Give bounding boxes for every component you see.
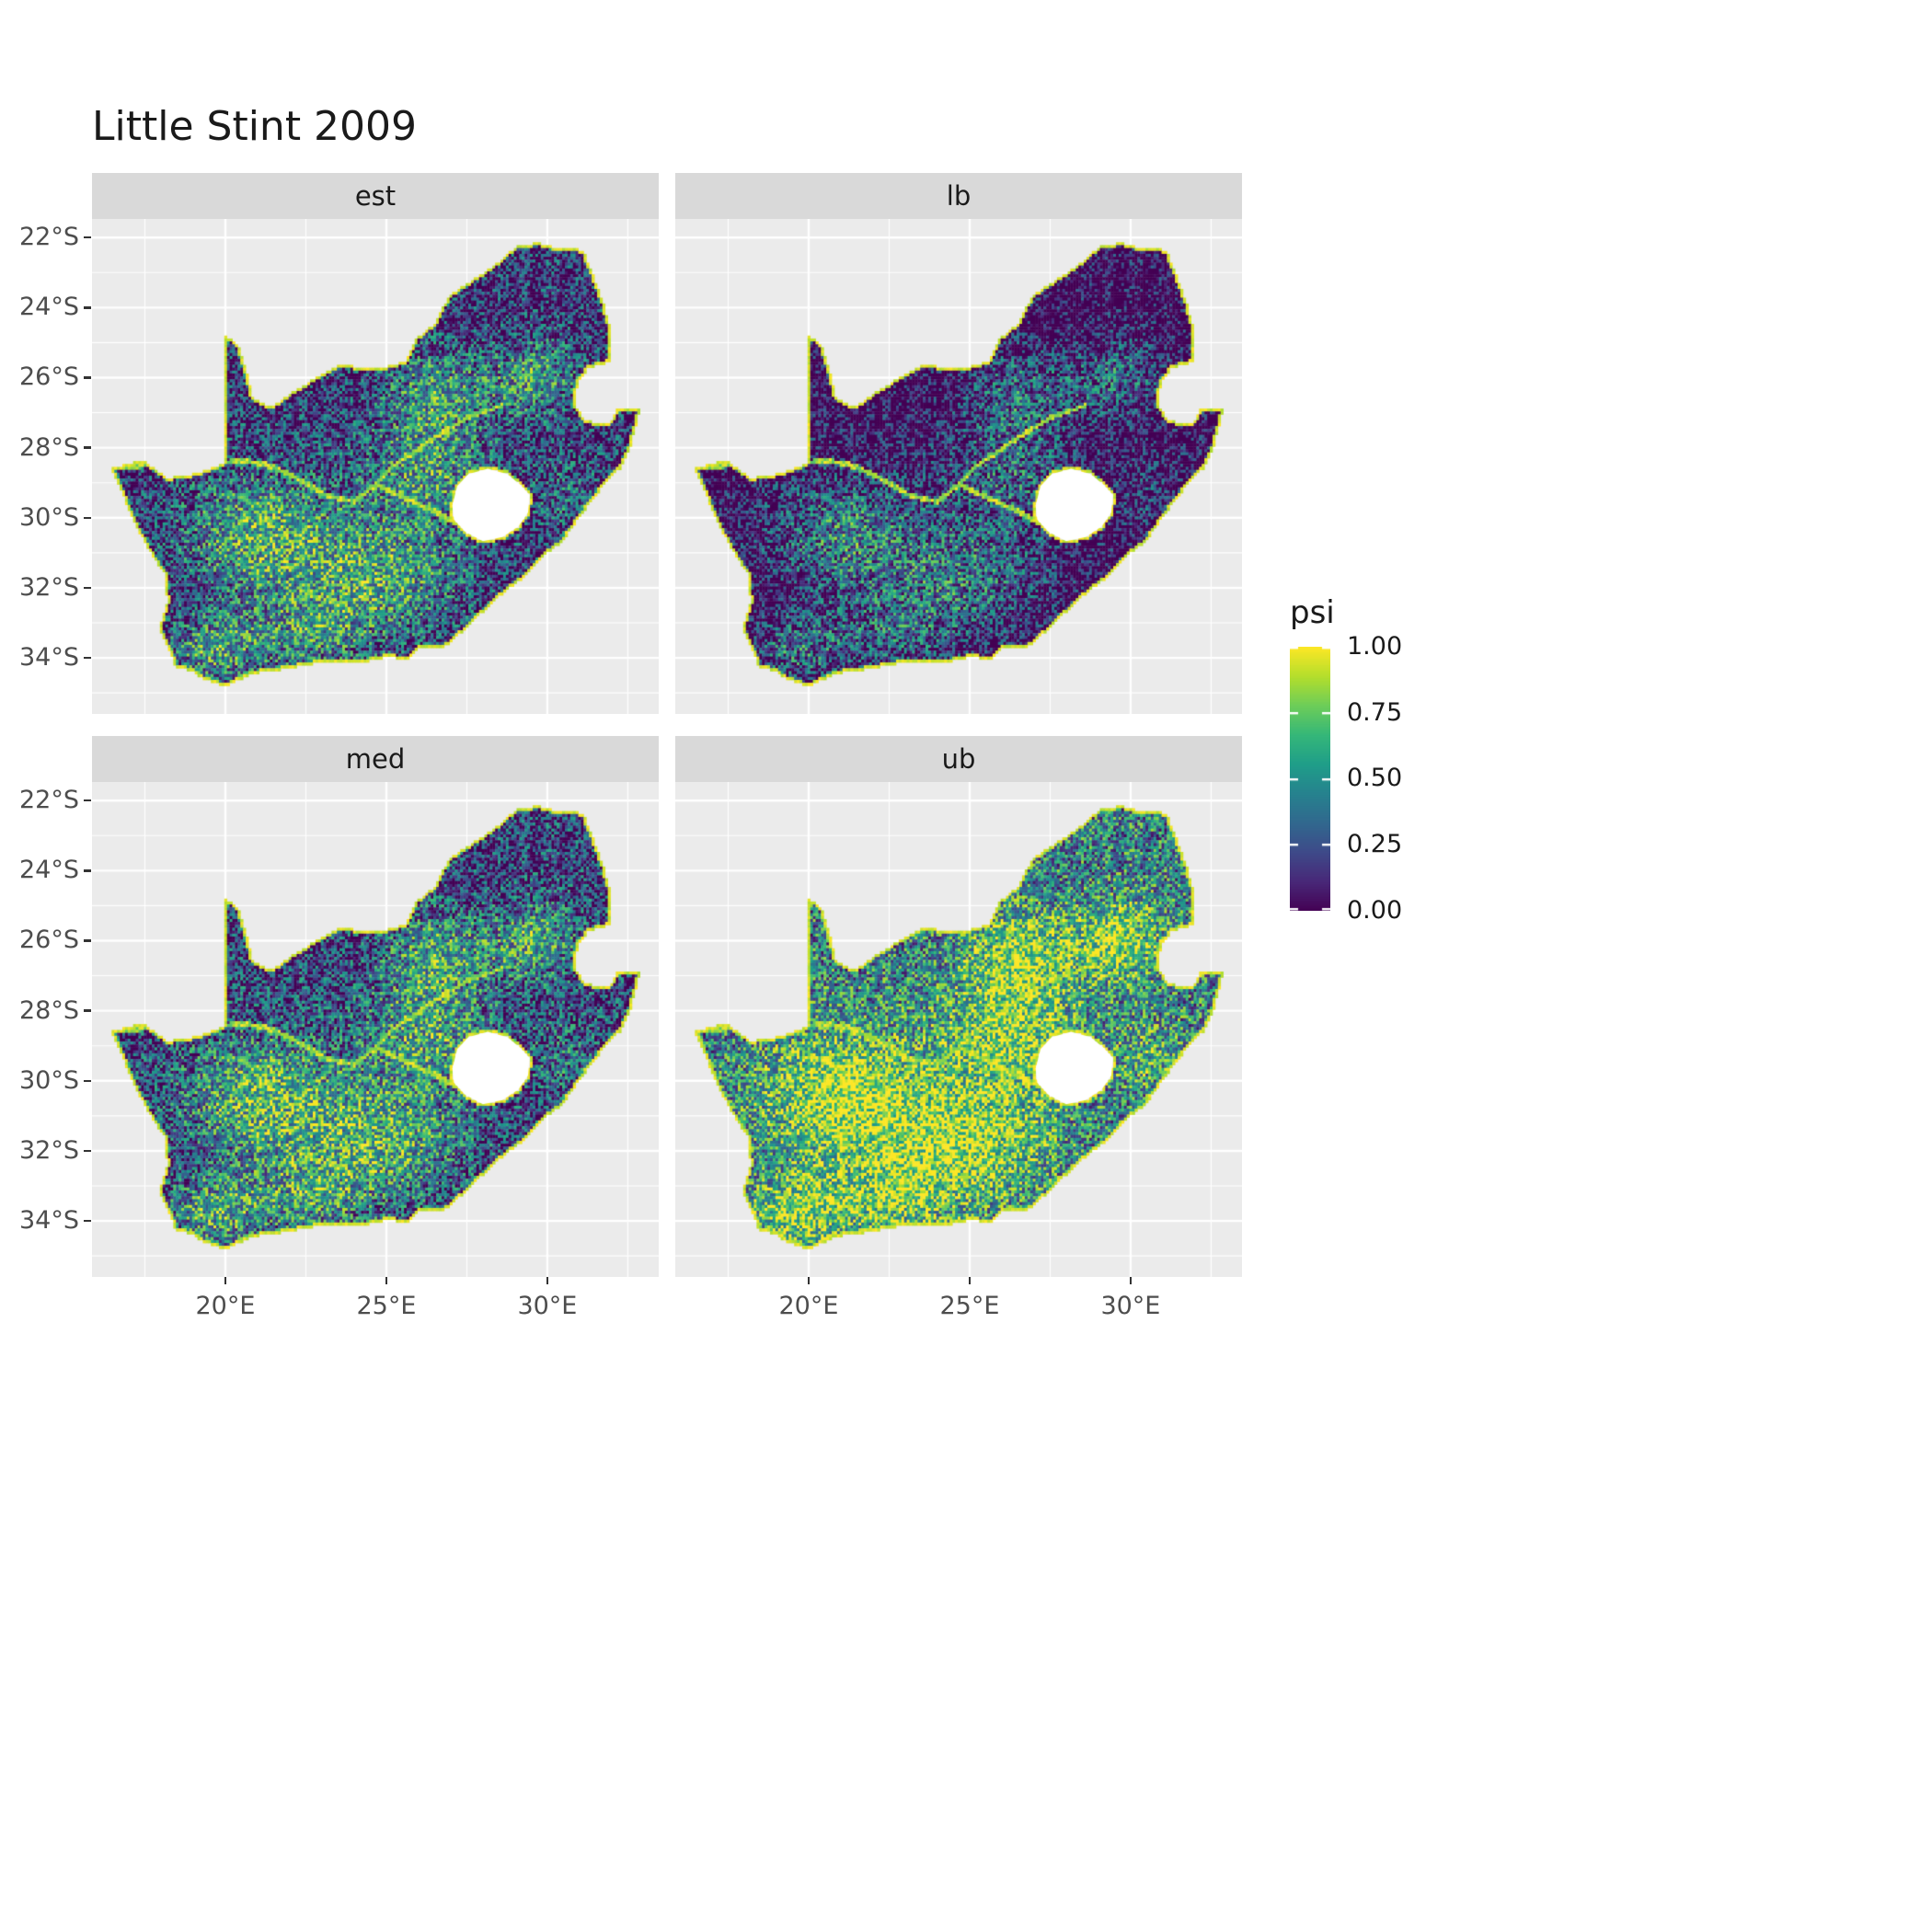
- y-axis-tick-mark: [84, 1149, 91, 1153]
- y-axis-tick-label: 30°S: [19, 502, 79, 532]
- legend-tick-label: 0.50: [1347, 764, 1403, 792]
- facet-panel-lb: [675, 219, 1242, 714]
- y-axis-tick-mark: [84, 306, 91, 309]
- y-axis-tick-mark: [84, 586, 91, 590]
- y-axis-tick-mark: [84, 516, 91, 519]
- y-axis-tick-mark: [84, 939, 91, 942]
- facet-strip-lb: lb: [675, 173, 1242, 219]
- facet-strip-med: med: [92, 736, 659, 782]
- y-axis-tick-label: 30°S: [19, 1065, 79, 1095]
- y-axis-tick-label: 28°S: [19, 995, 79, 1025]
- y-axis-tick-label: 22°S: [19, 786, 79, 815]
- y-axis-tick-mark: [84, 1219, 91, 1223]
- y-axis-tick-label: 32°S: [19, 1135, 79, 1165]
- y-axis-tick-label: 24°S: [19, 293, 79, 322]
- y-axis-tick-mark: [84, 1079, 91, 1082]
- y-axis-tick-label: 32°S: [19, 572, 79, 602]
- x-axis-tick-mark: [968, 1277, 972, 1284]
- x-axis-tick-label: 25°E: [939, 1292, 1000, 1320]
- x-axis-tick-mark: [807, 1277, 811, 1284]
- x-axis-tick-mark: [385, 1277, 388, 1284]
- legend-colorbar: [1290, 647, 1330, 911]
- y-axis-tick-label: 24°S: [19, 856, 79, 885]
- facet-strip-ub: ub: [675, 736, 1242, 782]
- x-axis-tick-label: 30°E: [517, 1292, 578, 1320]
- y-axis-tick-label: 26°S: [19, 362, 79, 392]
- y-axis-tick-mark: [84, 869, 91, 872]
- x-axis-tick-label: 20°E: [778, 1292, 839, 1320]
- y-axis-tick-label: 22°S: [19, 223, 79, 252]
- facet-strip-label-ub: ub: [941, 743, 976, 775]
- legend-tick-label: 0.00: [1347, 896, 1403, 925]
- facet-strip-label-lb: lb: [946, 180, 972, 212]
- facet-strip-label-est: est: [354, 180, 397, 212]
- y-axis-tick-label: 26°S: [19, 926, 79, 955]
- y-axis-tick-mark: [84, 446, 91, 449]
- legend-title: psi: [1290, 594, 1335, 631]
- y-axis-tick-mark: [84, 799, 91, 802]
- legend-tick-label: 0.75: [1347, 698, 1403, 727]
- x-axis-tick-label: 20°E: [195, 1292, 256, 1320]
- legend-tick-label: 1.00: [1347, 632, 1403, 661]
- x-axis-tick-label: 30°E: [1100, 1292, 1161, 1320]
- x-axis-tick-mark: [1129, 1277, 1133, 1284]
- y-axis-tick-label: 34°S: [19, 1206, 79, 1236]
- x-axis-tick-mark: [546, 1277, 549, 1284]
- y-axis-tick-label: 34°S: [19, 643, 79, 673]
- facet-panel-est: [92, 219, 659, 714]
- plot-title: Little Stint 2009: [92, 103, 418, 150]
- x-axis-tick-mark: [224, 1277, 227, 1284]
- facet-panel-ub: [675, 782, 1242, 1277]
- x-axis-tick-label: 25°E: [356, 1292, 417, 1320]
- facet-panel-med: [92, 782, 659, 1277]
- facet-strip-est: est: [92, 173, 659, 219]
- y-axis-tick-mark: [84, 236, 91, 239]
- y-axis-tick-label: 28°S: [19, 432, 79, 462]
- y-axis-tick-mark: [84, 656, 91, 660]
- y-axis-tick-mark: [84, 1009, 91, 1012]
- legend-tick-label: 0.25: [1347, 830, 1403, 858]
- facet-strip-label-med: med: [345, 743, 406, 775]
- y-axis-tick-mark: [84, 376, 91, 379]
